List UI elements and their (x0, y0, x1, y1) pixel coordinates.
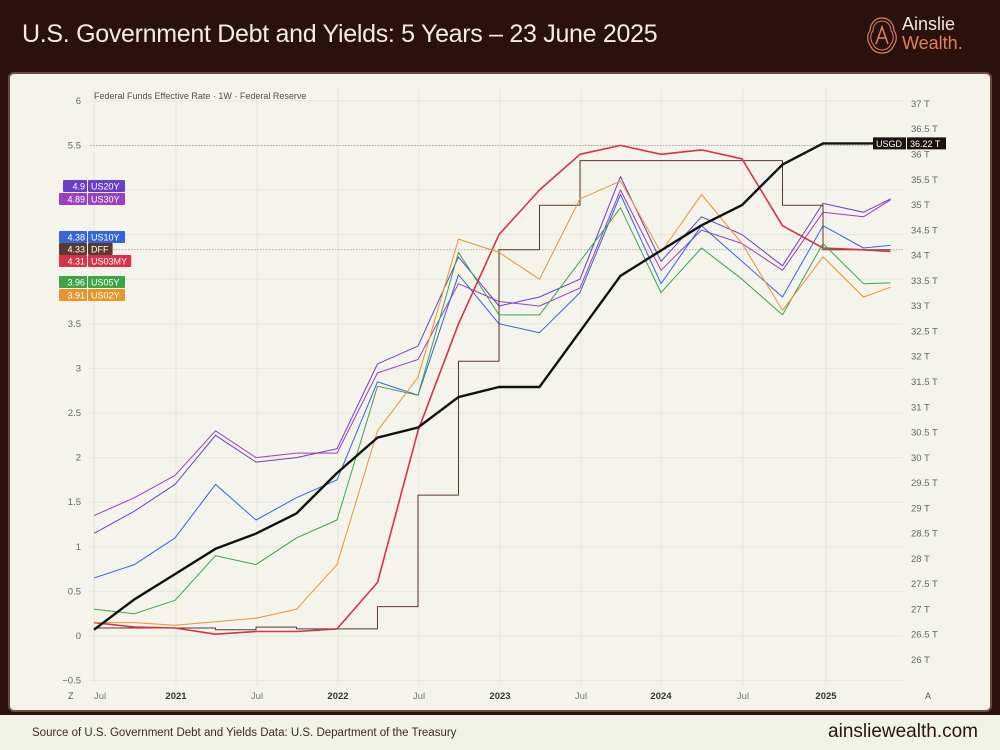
series-us02y (94, 180, 891, 626)
logo-line1: Ainslie (902, 14, 956, 34)
svg-text:USGD: USGD (876, 139, 903, 149)
svg-text:US05Y: US05Y (91, 278, 120, 288)
y-left-tick: 1.5 (68, 497, 81, 508)
svg-text:US02Y: US02Y (91, 291, 120, 301)
svg-text:36.22 T: 36.22 T (910, 139, 941, 149)
y-right-tick: 36.5 T (911, 124, 938, 135)
y-axis-left: −0.5 0 0.5 1 1.5 2 2.5 3 3.5 5.5 6 (62, 96, 81, 687)
y-left-tick: 6 (76, 96, 81, 107)
y-right-tick: 27 T (911, 604, 930, 615)
legend-badge-us20y[interactable]: 4.9 US20Y (63, 180, 125, 192)
corner-right-label: A (925, 691, 931, 701)
legend-badge-us30y[interactable]: 4.89 US30Y (59, 193, 125, 205)
x-tick: 2021 (165, 691, 187, 702)
legend-badge-us10y[interactable]: 4.38 US10Y (59, 231, 125, 243)
header: U.S. Government Debt and Yields: 5 Years… (0, 0, 1000, 70)
y-right-tick: 26.5 T (911, 630, 938, 641)
logo-text: Ainslie Wealth. (902, 15, 963, 53)
svg-text:US10Y: US10Y (91, 233, 120, 243)
y-right-tick: 32 T (911, 352, 930, 363)
chart-subtitle: Federal Funds Effective Rate · 1W · Fede… (94, 91, 306, 101)
series-usgd (93, 142, 891, 631)
usgd-badge: USGD 36.22 T (873, 137, 946, 150)
legend-badge-us02y[interactable]: 3.91 US02Y (59, 289, 125, 301)
x-tick: Jul (251, 691, 263, 702)
y-left-tick: 5.5 (68, 140, 81, 151)
site-link[interactable]: ainsliewealth.com (828, 721, 978, 742)
y-right-tick: 33 T (911, 301, 930, 312)
corner-left-label: Z (68, 691, 74, 701)
svg-text:3.91: 3.91 (67, 291, 85, 301)
y-right-tick: 37 T (911, 99, 930, 110)
y-left-tick: 0.5 (68, 586, 81, 597)
y-axis-right: 26 T 26.5 T 27 T 27.5 T 28 T 28.5 T 29 T 29.5 T… (911, 99, 938, 666)
x-axis: Jul 2021 Jul 2022 Jul 2023 Jul 2024 Jul 2025 (94, 691, 837, 702)
y-right-tick: 29.5 T (911, 478, 938, 489)
series-us30y (93, 189, 891, 517)
svg-text:US20Y: US20Y (91, 182, 120, 192)
y-left-tick: 0 (76, 631, 81, 642)
page-title: U.S. Government Debt and Yields: 5 Years… (22, 20, 658, 48)
y-left-tick: 2 (76, 453, 81, 464)
svg-text:4.33: 4.33 (67, 245, 85, 255)
legend-badge-dff[interactable]: 4.33 DFF (59, 243, 113, 255)
y-right-tick: 28.5 T (911, 529, 938, 540)
x-tick: Jul (737, 691, 749, 702)
legend-badges[interactable]: 4.9 US20Y 4.89 US30Y 4.38 US10Y 4.33 DFF 4.31 US0… (59, 180, 132, 301)
logo: Ainslie Wealth. (866, 14, 986, 58)
gridlines (90, 88, 903, 685)
y-right-tick: 33.5 T (911, 276, 938, 287)
svg-text:US03MY: US03MY (91, 257, 127, 267)
svg-text:3.96: 3.96 (67, 278, 85, 288)
y-right-tick: 35 T (911, 200, 930, 211)
y-left-tick: 3 (76, 363, 81, 374)
source-note: Source of U.S. Government Debt and Yield… (32, 727, 457, 739)
y-right-tick: 31 T (911, 402, 930, 413)
legend-badge-us03my[interactable]: 4.31 US03MY (59, 255, 132, 267)
y-right-tick: 28 T (911, 554, 930, 565)
svg-text:4.31: 4.31 (67, 257, 85, 267)
y-right-tick: 31.5 T (911, 377, 938, 388)
y-right-tick: 30.5 T (911, 428, 938, 439)
series-us10y (93, 194, 891, 579)
y-right-tick: 34.5 T (911, 225, 938, 236)
series-us05y (93, 207, 891, 615)
y-right-tick: 27.5 T (911, 579, 938, 590)
y-right-tick: 26 T (911, 655, 930, 666)
y-right-tick: 35.5 T (911, 175, 938, 186)
x-tick: 2023 (489, 691, 510, 702)
logo-line2: Wealth. (902, 33, 963, 53)
y-right-tick: 30 T (911, 453, 930, 464)
footer: Source of U.S. Government Debt and Yield… (0, 715, 1000, 750)
svg-text:US30Y: US30Y (91, 195, 120, 205)
y-right-tick: 34 T (911, 251, 930, 262)
x-tick: 2025 (815, 691, 837, 702)
x-tick: Jul (413, 691, 425, 702)
series-us03my (93, 144, 891, 635)
x-tick: 2024 (650, 691, 672, 702)
y-left-tick: 2.5 (68, 408, 81, 419)
svg-text:4.38: 4.38 (67, 233, 85, 243)
x-tick: Jul (575, 691, 587, 702)
legend-badge-us05y[interactable]: 3.96 US05Y (59, 276, 125, 288)
series-lines (93, 142, 891, 635)
y-left-tick: 3.5 (68, 319, 81, 330)
svg-text:DFF: DFF (91, 245, 109, 255)
series-dff (94, 160, 891, 631)
series-us20y (93, 176, 891, 534)
y-right-tick: 29 T (911, 503, 930, 514)
y-left-tick: 1 (76, 542, 81, 553)
x-tick: Jul (94, 691, 106, 702)
y-right-tick: 32.5 T (911, 326, 938, 337)
ainslie-logo-icon (867, 17, 897, 54)
svg-text:4.89: 4.89 (67, 195, 85, 205)
y-left-tick: −0.5 (62, 676, 81, 687)
svg-text:4.9: 4.9 (72, 182, 85, 192)
y-right-tick: 36 T (911, 150, 930, 161)
x-tick: 2022 (327, 691, 348, 702)
